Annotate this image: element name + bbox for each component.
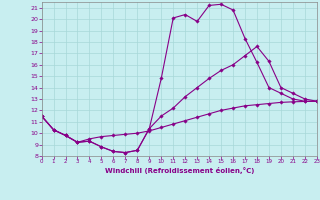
X-axis label: Windchill (Refroidissement éolien,°C): Windchill (Refroidissement éolien,°C) [105, 167, 254, 174]
